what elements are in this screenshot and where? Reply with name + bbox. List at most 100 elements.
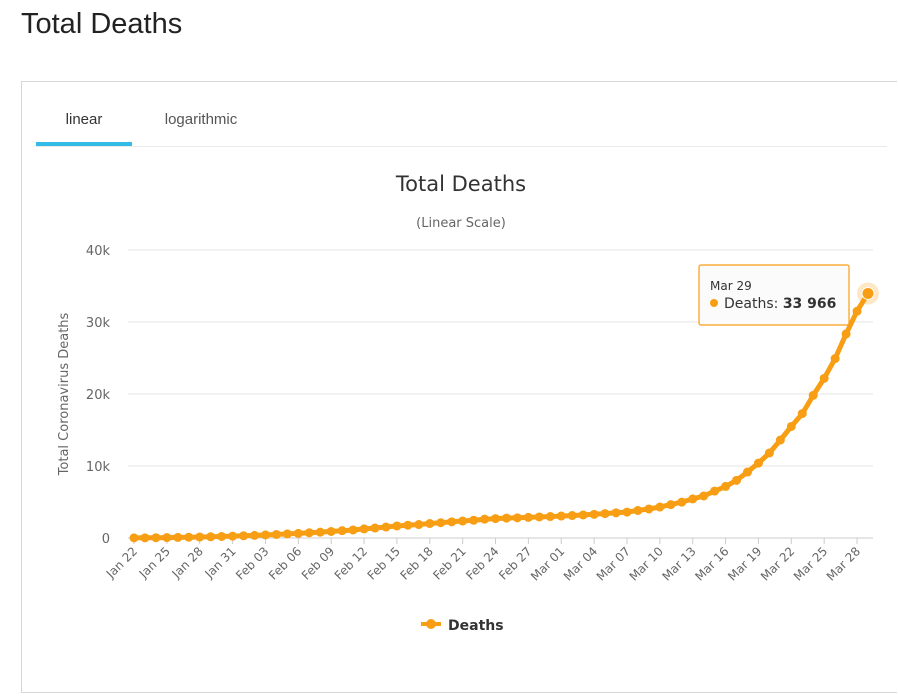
data-point (655, 502, 665, 512)
data-point (501, 513, 511, 523)
y-tick-label: 0 (102, 532, 110, 547)
x-tick-label: Mar 13 (659, 544, 698, 583)
data-point (436, 518, 446, 528)
y-tick-label: 40k (86, 244, 111, 259)
data-point (688, 494, 698, 504)
tooltip: Mar 29 Deaths: 33 966 (698, 264, 850, 326)
y-axis-label: Total Coronavirus Deaths (57, 312, 72, 476)
x-tick-label: Feb 03 (233, 544, 271, 582)
x-tick-label: Mar 04 (561, 544, 600, 583)
data-point (491, 514, 501, 524)
data-point (589, 509, 599, 519)
data-point (359, 524, 369, 534)
x-tick-label: Feb 24 (463, 544, 501, 582)
data-point (567, 511, 577, 521)
data-point (808, 390, 818, 400)
data-point (129, 533, 139, 543)
data-point (250, 530, 260, 540)
data-point (622, 507, 632, 517)
data-point (293, 528, 303, 538)
legend-label-deaths: Deaths (448, 618, 504, 634)
tooltip-value: 33 966 (783, 296, 837, 312)
x-tick-label: Jan 31 (202, 544, 239, 581)
data-point (523, 512, 533, 522)
data-point (228, 531, 238, 541)
data-point (534, 512, 544, 522)
data-point (151, 533, 161, 543)
legend[interactable]: Deaths (421, 618, 504, 634)
data-point (184, 532, 194, 542)
data-point (458, 516, 468, 526)
legend-marker (426, 619, 436, 629)
x-tick-label: Feb 09 (299, 544, 337, 582)
data-point (140, 533, 150, 543)
data-point (414, 520, 424, 530)
data-point (556, 511, 566, 521)
data-point (721, 481, 731, 491)
data-point (666, 500, 676, 510)
page-title: Total Deaths (21, 8, 183, 40)
data-point-highlighted (861, 286, 875, 300)
tooltip-series: Deaths: 33 966 (724, 296, 836, 312)
data-point (677, 497, 687, 507)
data-point (282, 529, 292, 539)
data-point (764, 448, 774, 458)
tab-linear[interactable]: linear (36, 100, 132, 146)
data-point (732, 475, 742, 485)
x-tick-label: Mar 19 (725, 544, 764, 583)
series-deaths (129, 282, 879, 543)
data-point (600, 509, 610, 519)
y-tick-label: 20k (86, 388, 111, 403)
data-point (469, 515, 479, 525)
data-point (797, 409, 807, 419)
data-point (381, 522, 391, 532)
data-point (852, 306, 862, 316)
data-point (830, 354, 840, 364)
x-tick-label: Mar 07 (594, 544, 633, 583)
x-tick-label: Jan 28 (169, 544, 206, 581)
x-tick-label: Mar 16 (692, 544, 731, 583)
data-point (447, 517, 457, 527)
data-point (217, 531, 227, 541)
data-point (775, 435, 785, 445)
x-tick-label: Feb 15 (365, 544, 403, 582)
data-point (710, 486, 720, 496)
data-point (392, 521, 402, 531)
data-point (337, 526, 347, 536)
data-point (370, 523, 380, 533)
x-tick-label: Feb 06 (266, 544, 304, 582)
data-point (195, 532, 205, 542)
data-point (239, 531, 249, 541)
x-tick-label: Mar 25 (791, 544, 830, 583)
data-point (326, 526, 336, 536)
x-tick-label: Mar 28 (824, 544, 863, 583)
data-point (512, 513, 522, 523)
data-point (841, 329, 851, 339)
series-line-deaths (131, 290, 871, 541)
data-point (480, 514, 490, 524)
scale-tabs: linear logarithmic (36, 100, 887, 147)
data-point (545, 512, 555, 522)
data-point (633, 505, 643, 515)
data-point (644, 504, 654, 514)
data-point (611, 508, 621, 518)
y-tick-label: 30k (86, 316, 111, 331)
x-tick-label: Mar 01 (528, 544, 567, 583)
data-point (304, 528, 314, 538)
data-point (162, 533, 172, 543)
data-point (271, 529, 281, 539)
data-point (206, 532, 216, 542)
tab-logarithmic[interactable]: logarithmic (164, 111, 238, 128)
x-tick-label: Feb 18 (397, 544, 435, 582)
chart-subtitle: (Linear Scale) (416, 216, 506, 231)
data-point (578, 510, 588, 520)
tooltip-box (698, 264, 850, 326)
data-point (819, 373, 829, 383)
x-tick-label: Jan 25 (136, 544, 173, 581)
data-point (753, 458, 763, 468)
data-point (403, 520, 413, 530)
x-tick-label: Jan 22 (103, 544, 140, 581)
y-axis-ticks: 0 10k 20k 30k 40k (86, 244, 111, 547)
